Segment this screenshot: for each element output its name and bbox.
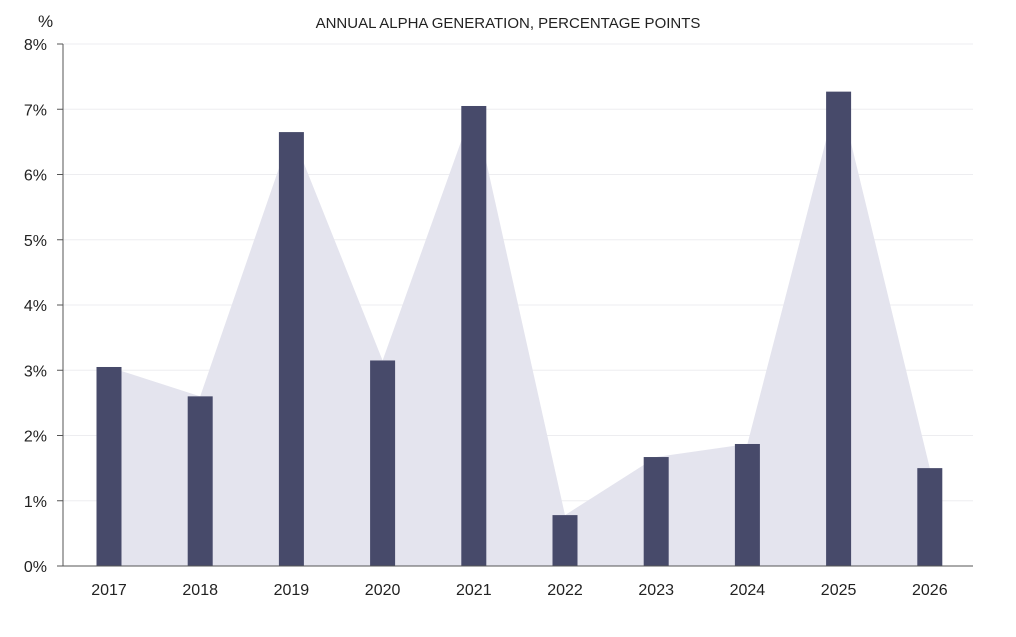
x-tick-label: 2019 bbox=[274, 582, 310, 599]
y-tick-label: 3% bbox=[24, 363, 47, 380]
x-tick-label: 2020 bbox=[365, 582, 401, 599]
bar-2025 bbox=[826, 91, 852, 566]
x-tick-label: 2022 bbox=[547, 582, 583, 599]
x-tick-label: 2024 bbox=[730, 582, 766, 599]
chart-title: ANNUAL ALPHA GENERATION, PERCENTAGE POIN… bbox=[316, 15, 701, 32]
bar-2019 bbox=[278, 132, 304, 566]
x-axis-ticks: 2017 2018 2019 2020 2021 2022 2023 2024 2025 2026 bbox=[91, 582, 947, 599]
bar-2024 bbox=[734, 443, 760, 566]
bar-2021 bbox=[461, 105, 487, 567]
x-tick-label: 2025 bbox=[821, 582, 857, 599]
y-tick-label: 6% bbox=[24, 168, 47, 185]
bars bbox=[96, 91, 943, 567]
bar-2026 bbox=[917, 468, 943, 566]
bar-2017 bbox=[96, 366, 122, 566]
bar-2023 bbox=[643, 457, 669, 566]
y-axis-ticks: 0% 1% 2% 3% 4% 5% 6% 7% 8% bbox=[24, 37, 63, 576]
y-tick-label: 0% bbox=[24, 559, 47, 576]
y-tick-label: 7% bbox=[24, 102, 47, 119]
x-tick-label: 2018 bbox=[182, 582, 218, 599]
x-tick-label: 2023 bbox=[638, 582, 674, 599]
bar-2022 bbox=[552, 515, 578, 566]
y-tick-label: 4% bbox=[24, 298, 47, 315]
y-axis-unit-label: % bbox=[38, 12, 53, 31]
area-background bbox=[109, 91, 930, 566]
x-tick-label: 2017 bbox=[91, 582, 127, 599]
bar-2020 bbox=[370, 360, 396, 566]
y-tick-label: 1% bbox=[24, 494, 47, 511]
y-tick-label: 5% bbox=[24, 233, 47, 250]
y-tick-label: 8% bbox=[24, 37, 47, 54]
x-tick-label: 2021 bbox=[456, 582, 492, 599]
y-tick-label: 2% bbox=[24, 429, 47, 446]
bar-2018 bbox=[187, 396, 213, 566]
x-tick-label: 2026 bbox=[912, 582, 948, 599]
